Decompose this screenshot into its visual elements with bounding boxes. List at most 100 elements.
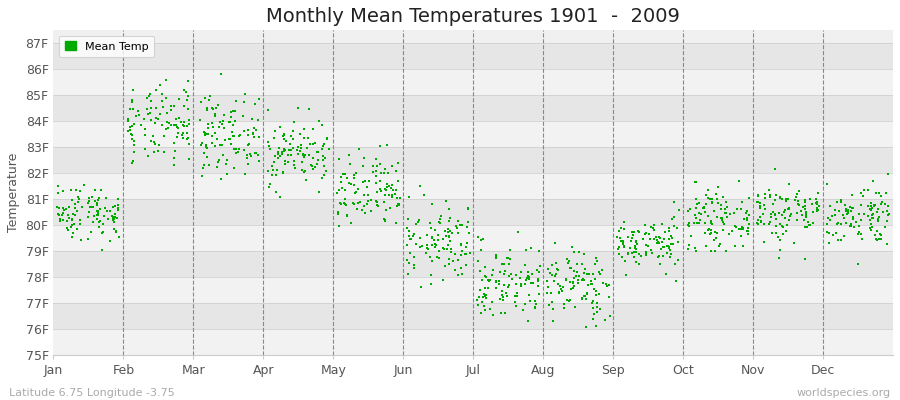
Point <box>379 206 393 213</box>
Point <box>524 245 538 251</box>
Point <box>532 247 546 254</box>
Point <box>242 141 256 148</box>
Point <box>656 244 670 250</box>
Point <box>496 294 510 300</box>
Point <box>651 254 665 260</box>
Point <box>169 134 184 140</box>
Point <box>440 245 454 252</box>
Point <box>850 231 865 237</box>
Point <box>503 246 517 253</box>
Point <box>754 218 769 224</box>
Point <box>501 255 516 261</box>
Point <box>492 281 507 287</box>
Point <box>294 167 309 174</box>
Point <box>682 242 697 248</box>
Point <box>491 278 506 284</box>
Point <box>508 303 523 309</box>
Point <box>412 235 427 241</box>
Point <box>704 227 718 233</box>
Point <box>834 198 849 205</box>
Point <box>637 222 652 229</box>
Point <box>839 206 853 212</box>
Point <box>278 146 293 153</box>
Point <box>200 154 214 160</box>
Point <box>479 274 493 280</box>
Point <box>616 226 631 232</box>
Point <box>348 189 363 196</box>
Point <box>706 207 721 214</box>
Point <box>625 234 639 241</box>
Point <box>206 106 220 112</box>
Point <box>81 214 95 220</box>
Point <box>553 282 567 289</box>
Point <box>462 230 476 236</box>
Point <box>240 132 255 138</box>
Point <box>797 224 812 230</box>
Point <box>220 156 234 163</box>
Point <box>877 209 891 216</box>
Point <box>166 162 181 168</box>
Point <box>830 198 844 205</box>
Point <box>247 130 261 136</box>
Point <box>285 144 300 151</box>
Point <box>415 243 429 250</box>
Point <box>210 164 224 170</box>
Point <box>286 128 301 134</box>
Point <box>447 251 462 258</box>
Point <box>125 106 140 113</box>
Point <box>424 224 438 231</box>
Point <box>339 202 354 208</box>
Point <box>90 209 104 215</box>
Point <box>580 290 594 296</box>
Point <box>216 152 230 158</box>
Point <box>510 290 525 296</box>
Point <box>402 193 417 200</box>
Point <box>652 261 667 268</box>
Point <box>620 250 634 257</box>
Point <box>147 139 161 145</box>
Point <box>766 201 780 208</box>
Bar <box>53 199 893 225</box>
Point <box>67 220 81 227</box>
Point <box>155 98 169 105</box>
Point <box>769 212 783 218</box>
Point <box>91 208 105 214</box>
Point <box>261 142 275 149</box>
Point <box>698 209 712 216</box>
Point <box>513 274 527 281</box>
Point <box>218 136 232 143</box>
Point <box>247 125 261 131</box>
Point <box>708 234 723 241</box>
Point <box>401 228 416 234</box>
Point <box>100 208 114 214</box>
Point <box>768 197 782 204</box>
Point <box>572 249 587 255</box>
Point <box>513 283 527 290</box>
Point <box>369 198 383 204</box>
Point <box>792 188 806 194</box>
Point <box>586 297 600 304</box>
Point <box>167 103 182 109</box>
Point <box>109 229 123 236</box>
Point <box>347 190 362 196</box>
Point <box>776 230 790 237</box>
Point <box>614 238 628 244</box>
Point <box>453 222 467 228</box>
Point <box>762 192 777 198</box>
Point <box>585 280 599 287</box>
Point <box>650 236 664 243</box>
Point <box>714 201 728 208</box>
Point <box>854 217 868 224</box>
Point <box>127 121 141 127</box>
Point <box>109 228 123 234</box>
Point <box>662 228 676 234</box>
Point <box>839 208 853 214</box>
Point <box>155 122 169 128</box>
Point <box>878 224 892 230</box>
Point <box>853 202 868 208</box>
Point <box>125 158 140 164</box>
Point <box>832 208 846 214</box>
Point <box>182 156 196 162</box>
Point <box>334 174 348 180</box>
Point <box>772 247 787 253</box>
